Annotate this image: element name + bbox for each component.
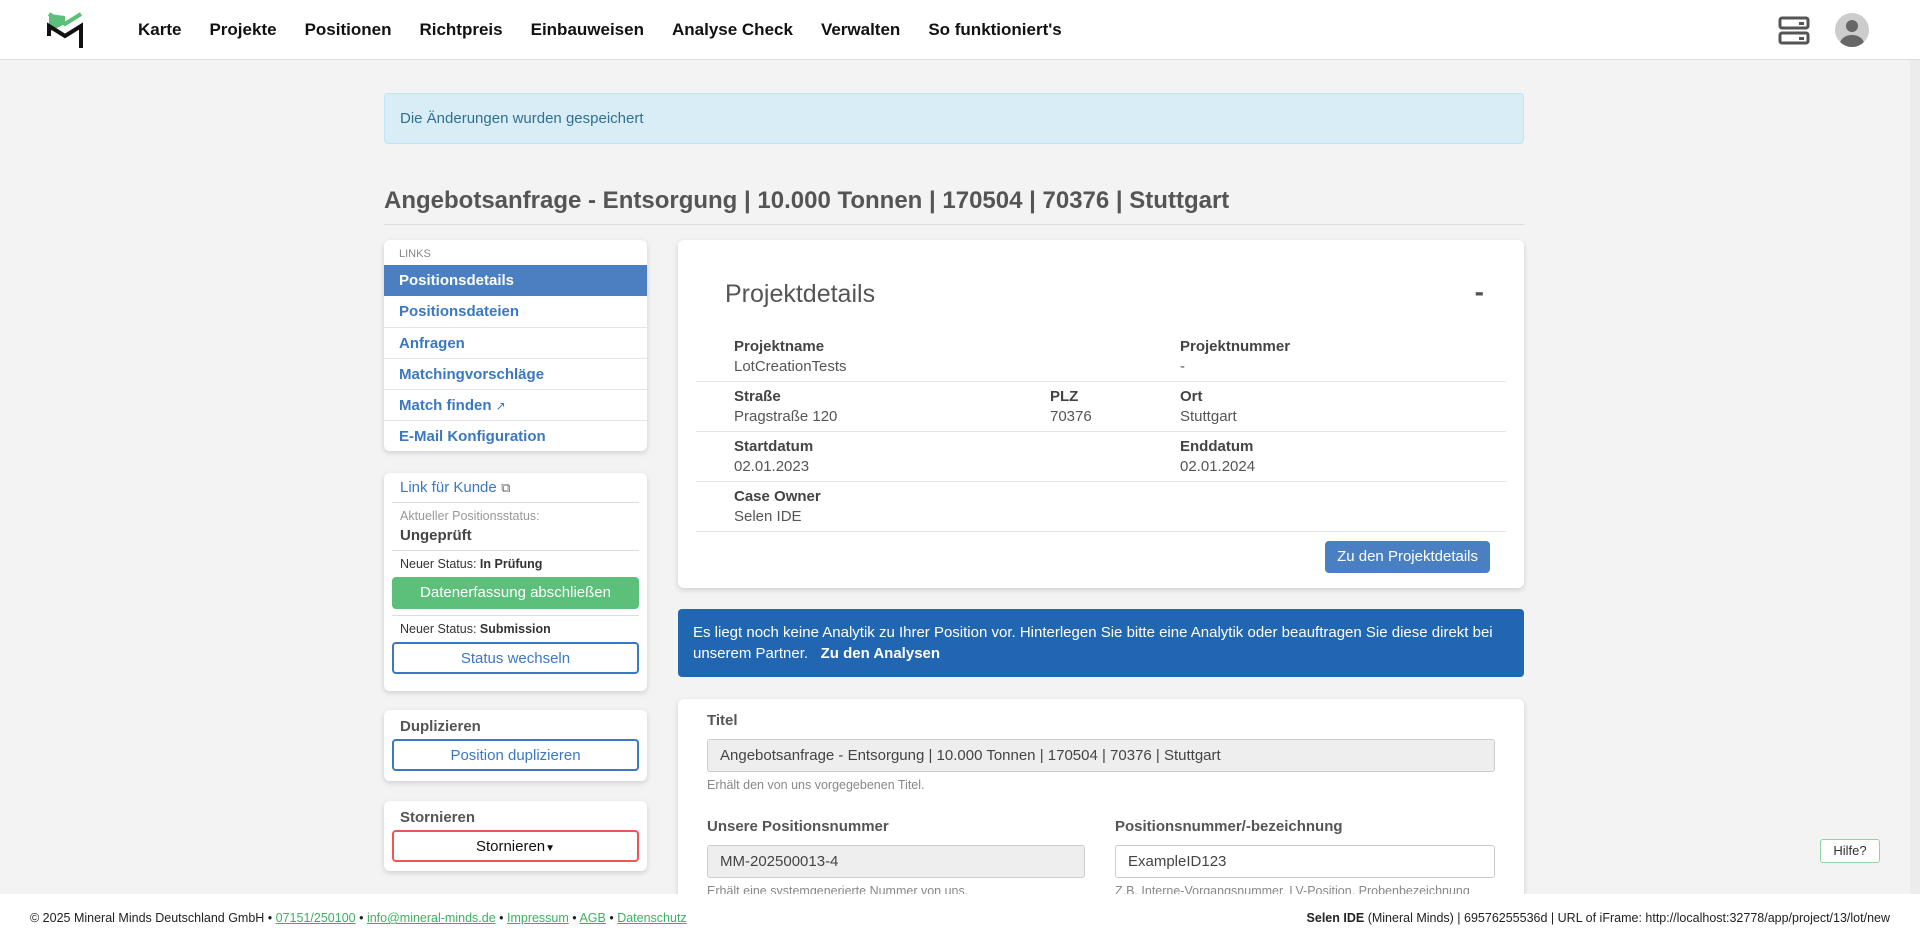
ort-label: Ort [1180, 388, 1203, 405]
nav-einbauweisen[interactable]: Einbauweisen [530, 20, 644, 39]
new-status-2-label: Neuer Status: [400, 622, 477, 636]
zu-den-analysen-link[interactable]: Zu den Analysen [820, 645, 941, 662]
strasse-value: Pragstraße 120 [734, 408, 838, 425]
new-status-1: Neuer Status: In Prüfung [384, 551, 647, 577]
collapse-toggle[interactable]: - [1474, 276, 1484, 307]
datenschutz-link[interactable]: Datenschutz [617, 911, 687, 925]
copyright: © 2025 Mineral Minds Deutschland GmbH • [30, 911, 273, 925]
bezeichnung-input[interactable]: ExampleID123 [1115, 845, 1495, 878]
positionsnummer-label: Unsere Positionsnummer [707, 818, 889, 835]
project-details-card: Projektdetails - Projektname LotCreationT… [678, 240, 1524, 588]
external-link-icon: ↗ [495, 399, 506, 413]
startdatum-label: Startdatum [734, 438, 814, 455]
status-card: Link für Kunde ⧉ Aktueller Positionsstat… [384, 473, 647, 691]
top-navbar: Karte Projekte Positionen Richtpreis Ein… [0, 0, 1920, 60]
link-email-konfiguration[interactable]: E-Mail Konfiguration [384, 420, 647, 451]
plz-label: PLZ [1050, 388, 1079, 405]
cancel-title: Stornieren [400, 809, 476, 826]
impressum-link[interactable]: Impressum [506, 911, 569, 925]
position-duplizieren-button[interactable]: Position duplizieren [392, 739, 639, 771]
new-status-1-label: Neuer Status: [400, 557, 477, 571]
success-alert: Die Änderungen wurden gespeichert [384, 93, 1524, 144]
bezeichnung-label: Positionsnummer/-bezeichnung [1115, 818, 1343, 835]
agb-link[interactable]: AGB [579, 911, 606, 925]
duplicate-card: Duplizieren Position duplizieren [384, 710, 647, 781]
footer-left: © 2025 Mineral Minds Deutschland GmbH • … [30, 911, 687, 925]
footer-right: Selen IDE (Mineral Minds) | 69576255536d… [1307, 911, 1890, 925]
projektname-value: LotCreationTests [734, 358, 847, 375]
page-title: Angebotsanfrage - Entsorgung | 10.000 To… [384, 187, 1230, 214]
server-icon[interactable] [1778, 16, 1810, 46]
cancel-card: Stornieren Stornieren▼ [384, 801, 647, 871]
nav-karte[interactable]: Karte [138, 20, 182, 39]
user-icon [1840, 20, 1864, 47]
plz-value: 70376 [1050, 408, 1092, 425]
help-bubble[interactable]: Hilfe? [1820, 839, 1880, 863]
links-card: LINKS Positionsdetails Positionsdateien … [384, 240, 647, 451]
mineral-minds-logo[interactable] [46, 12, 84, 48]
nav-positionen[interactable]: Positionen [304, 20, 392, 39]
email-link[interactable]: info@mineral-minds.de [366, 911, 496, 925]
copy-icon[interactable]: ⧉ [501, 480, 511, 495]
footer-user: Selen IDE [1306, 911, 1365, 925]
phone-link[interactable]: 07151/250100 [275, 911, 356, 925]
titel-help: Erhält den von uns vorgegebenen Titel. [707, 778, 925, 792]
current-status-label: Aktueller Positionsstatus: [400, 509, 540, 523]
titel-input[interactable]: Angebotsanfrage - Entsorgung | 10.000 To… [707, 739, 1495, 772]
analytics-info-alert: Es liegt noch keine Analytik zu Ihrer Po… [678, 609, 1524, 677]
projektnummer-label: Projektnummer [1180, 338, 1291, 355]
nav-verwalten[interactable]: Verwalten [820, 20, 901, 39]
user-avatar[interactable] [1835, 13, 1869, 47]
stornieren-label: Stornieren [475, 838, 546, 855]
ort-value: Stuttgart [1180, 408, 1237, 425]
projektnummer-value: - [1180, 358, 1185, 375]
zu-den-projektdetails-button[interactable]: Zu den Projektdetails [1325, 541, 1490, 573]
titel-label: Titel [707, 712, 738, 729]
enddatum-value: 02.01.2024 [1180, 458, 1256, 475]
link-matchingvorschlaege[interactable]: Matchingvorschläge [384, 358, 647, 389]
project-details-title: Projektdetails [725, 280, 876, 308]
title-divider [384, 224, 1524, 225]
nav-richtpreis[interactable]: Richtpreis [419, 20, 503, 39]
link-positionsdetails[interactable]: Positionsdetails [384, 265, 647, 296]
address-row: Straße Pragstraße 120 PLZ 70376 Ort Stuttga… [696, 382, 1506, 432]
nav-analyse-check[interactable]: Analyse Check [671, 20, 793, 39]
projektname-label: Projektname [734, 338, 825, 355]
footer: © 2025 Mineral Minds Deutschland GmbH • … [0, 894, 1920, 943]
links-heading: LINKS [399, 248, 431, 260]
analytics-info-text: Es liegt noch keine Analytik zu Ihrer Po… [693, 624, 1493, 662]
link-match-finden[interactable]: Match finden ↗ [384, 389, 647, 420]
status-wechseln-button[interactable]: Status wechseln [392, 642, 639, 674]
current-status-value: Ungeprüft [400, 527, 472, 544]
link-anfragen[interactable]: Anfragen [384, 327, 647, 358]
main-nav: Karte Projekte Positionen Richtpreis Ein… [138, 0, 1090, 60]
project-row: Projektname LotCreationTests Projektnumme… [696, 332, 1506, 382]
case-owner-value: Selen IDE [734, 508, 802, 525]
nav-so-funktionierts[interactable]: So funktioniert's [928, 20, 1062, 39]
new-status-2-value: Submission [479, 622, 551, 636]
customer-link-row[interactable]: Link für Kunde ⧉ [392, 473, 639, 503]
caret-down-icon: ▼ [545, 843, 556, 854]
strasse-label: Straße [734, 388, 781, 405]
new-status-1-value: In Prüfung [479, 557, 543, 571]
nav-projekte[interactable]: Projekte [209, 20, 277, 39]
stornieren-dropdown-button[interactable]: Stornieren▼ [392, 830, 639, 862]
dates-row: Startdatum 02.01.2023 Enddatum 02.01.2024 [696, 432, 1506, 482]
duplicate-title: Duplizieren [400, 718, 481, 735]
enddatum-label: Enddatum [1180, 438, 1254, 455]
owner-row: Case Owner Selen IDE [696, 482, 1506, 532]
startdatum-value: 02.01.2023 [734, 458, 810, 475]
datenerfassung-abschliessen-button[interactable]: Datenerfassung abschließen [392, 577, 639, 609]
link-positionsdateien[interactable]: Positionsdateien [399, 303, 520, 320]
new-status-2: Neuer Status: Submission [392, 615, 639, 642]
case-owner-label: Case Owner [734, 488, 821, 505]
positionsnummer-input[interactable]: MM-202500013-4 [707, 845, 1085, 878]
customer-link[interactable]: Link für Kunde [400, 479, 497, 496]
page-scrollbar[interactable] [1910, 60, 1920, 894]
footer-info: (Mineral Minds) | 69576255536d | URL of … [1367, 911, 1890, 925]
current-status: Aktueller Positionsstatus: Ungeprüft [392, 503, 639, 551]
match-finden-label: Match finden [399, 397, 492, 414]
